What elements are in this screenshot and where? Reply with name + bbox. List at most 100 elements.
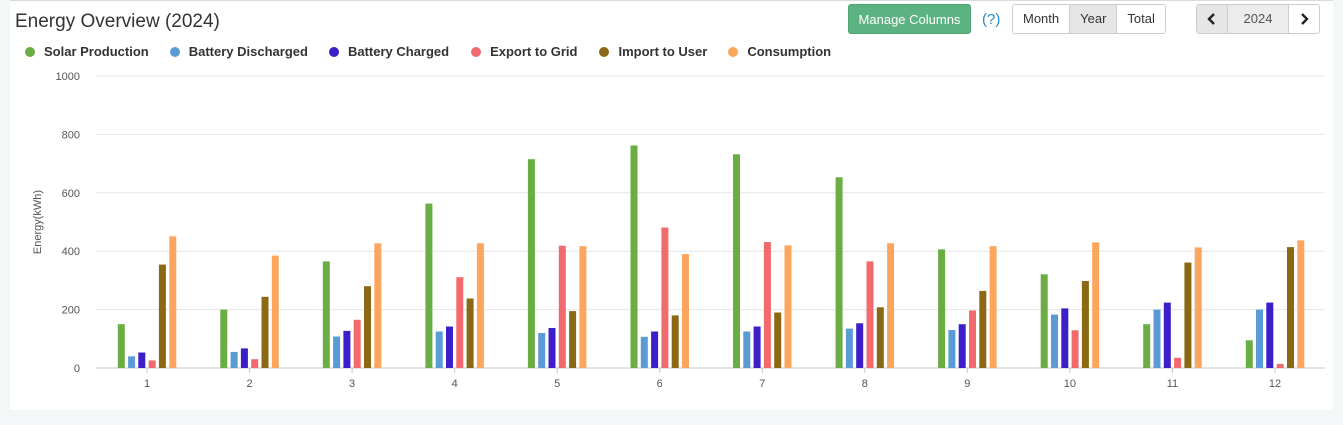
bar-export-to-grid-4[interactable] bbox=[456, 277, 464, 368]
bar-battery-charged-5[interactable] bbox=[548, 328, 556, 368]
bar-consumption-11[interactable] bbox=[1194, 247, 1202, 368]
bar-solar-production-1[interactable] bbox=[117, 324, 125, 368]
x-tick-label: 7 bbox=[759, 378, 765, 390]
legend-item-export-to-grid[interactable]: Export to Grid bbox=[471, 44, 577, 59]
legend-item-solar-production[interactable]: Solar Production bbox=[25, 44, 149, 59]
bar-import-to-user-7[interactable] bbox=[774, 312, 782, 369]
bar-solar-production-3[interactable] bbox=[322, 261, 330, 368]
bar-import-to-user-3[interactable] bbox=[364, 286, 371, 368]
bar-solar-production-2[interactable] bbox=[220, 309, 228, 368]
y-tick-label: 0 bbox=[74, 363, 80, 375]
bar-battery-charged-4[interactable] bbox=[446, 326, 453, 369]
legend-item-battery-discharged[interactable]: Battery Discharged bbox=[169, 44, 308, 59]
bar-battery-discharged-6[interactable] bbox=[640, 336, 648, 368]
bar-battery-charged-1[interactable] bbox=[138, 352, 146, 369]
bar-export-to-grid-10[interactable] bbox=[1071, 330, 1079, 368]
bar-solar-production-5[interactable] bbox=[527, 159, 535, 368]
bar-solar-production-9[interactable] bbox=[938, 249, 946, 368]
bar-consumption-9[interactable] bbox=[989, 246, 997, 368]
legend-label: Import to User bbox=[618, 44, 708, 59]
next-year-button[interactable] bbox=[1289, 5, 1319, 33]
legend-item-battery-charged[interactable]: Battery Charged bbox=[328, 44, 450, 59]
bar-import-to-user-6[interactable] bbox=[671, 315, 679, 368]
bar-solar-production-12[interactable] bbox=[1245, 340, 1253, 368]
legend-label: Battery Discharged bbox=[188, 44, 308, 59]
bar-consumption-6[interactable] bbox=[682, 254, 689, 368]
x-tick-label: 3 bbox=[349, 378, 355, 390]
bar-solar-production-8[interactable] bbox=[835, 177, 843, 368]
bar-battery-charged-8[interactable] bbox=[856, 323, 864, 368]
bar-export-to-grid-6[interactable] bbox=[661, 227, 669, 369]
bar-export-to-grid-12[interactable] bbox=[1276, 363, 1284, 368]
bar-solar-production-7[interactable] bbox=[733, 154, 740, 368]
year-value: 2024 bbox=[1227, 5, 1289, 33]
bar-battery-discharged-11[interactable] bbox=[1153, 309, 1161, 368]
bar-consumption-12[interactable] bbox=[1297, 240, 1305, 368]
bar-export-to-grid-1[interactable] bbox=[148, 360, 156, 368]
bar-solar-production-4[interactable] bbox=[425, 203, 433, 368]
bar-battery-discharged-1[interactable] bbox=[128, 356, 136, 368]
prev-year-button[interactable] bbox=[1197, 5, 1227, 33]
bar-battery-charged-10[interactable] bbox=[1061, 308, 1069, 368]
bar-consumption-4[interactable] bbox=[476, 243, 484, 368]
bar-consumption-3[interactable] bbox=[374, 243, 382, 368]
bar-consumption-1[interactable] bbox=[169, 236, 177, 368]
legend-swatch bbox=[169, 46, 180, 57]
bar-battery-discharged-4[interactable] bbox=[435, 331, 443, 369]
bar-export-to-grid-5[interactable] bbox=[558, 245, 566, 368]
bar-battery-discharged-8[interactable] bbox=[845, 328, 853, 368]
bar-import-to-user-1[interactable] bbox=[158, 264, 166, 368]
bar-battery-charged-6[interactable] bbox=[651, 331, 659, 369]
bar-export-to-grid-3[interactable] bbox=[353, 319, 361, 368]
bar-battery-discharged-7[interactable] bbox=[743, 331, 751, 369]
bar-consumption-7[interactable] bbox=[784, 245, 792, 368]
bar-export-to-grid-11[interactable] bbox=[1174, 357, 1182, 368]
bar-export-to-grid-2[interactable] bbox=[251, 359, 259, 368]
bar-solar-production-11[interactable] bbox=[1143, 324, 1151, 368]
bar-battery-charged-11[interactable] bbox=[1163, 302, 1171, 368]
bar-export-to-grid-7[interactable] bbox=[763, 242, 771, 368]
bar-battery-charged-7[interactable] bbox=[753, 326, 761, 369]
y-tick-label: 1000 bbox=[56, 71, 80, 83]
bar-battery-discharged-10[interactable] bbox=[1051, 314, 1058, 368]
bar-import-to-user-5[interactable] bbox=[569, 311, 577, 368]
bar-solar-production-6[interactable] bbox=[630, 145, 638, 369]
tab-month[interactable]: Month bbox=[1013, 5, 1071, 33]
bar-import-to-user-4[interactable] bbox=[466, 298, 474, 369]
bar-consumption-2[interactable] bbox=[271, 255, 279, 368]
legend-label: Battery Charged bbox=[347, 44, 450, 59]
bar-consumption-8[interactable] bbox=[887, 243, 895, 368]
bar-import-to-user-10[interactable] bbox=[1081, 281, 1089, 368]
help-link[interactable]: (?) bbox=[982, 11, 1001, 28]
bar-import-to-user-9[interactable] bbox=[979, 290, 987, 368]
bar-battery-discharged-3[interactable] bbox=[333, 336, 341, 369]
bar-export-to-grid-9[interactable] bbox=[969, 310, 976, 369]
bar-battery-discharged-5[interactable] bbox=[538, 333, 546, 368]
x-tick-label: 2 bbox=[246, 378, 252, 390]
bar-battery-charged-9[interactable] bbox=[958, 324, 966, 368]
bar-export-to-grid-8[interactable] bbox=[866, 261, 874, 368]
legend-item-import-to-user[interactable]: Import to User bbox=[599, 44, 707, 59]
bar-battery-charged-12[interactable] bbox=[1266, 302, 1274, 368]
bar-import-to-user-11[interactable] bbox=[1184, 262, 1192, 368]
x-tick-label: 11 bbox=[1167, 378, 1178, 390]
bar-battery-discharged-2[interactable] bbox=[230, 351, 238, 368]
x-tick-label: 6 bbox=[657, 378, 663, 390]
bar-consumption-10[interactable] bbox=[1092, 242, 1100, 368]
bar-battery-charged-3[interactable] bbox=[343, 330, 351, 368]
bar-solar-production-10[interactable] bbox=[1040, 274, 1048, 368]
bar-battery-charged-2[interactable] bbox=[240, 348, 248, 368]
tab-total[interactable]: Total bbox=[1117, 5, 1165, 33]
bar-import-to-user-12[interactable] bbox=[1287, 247, 1294, 368]
bar-consumption-5[interactable] bbox=[579, 246, 587, 368]
year-navigator: 2024 bbox=[1196, 4, 1320, 34]
legend-item-consumption[interactable]: Consumption bbox=[728, 44, 831, 59]
manage-columns-button[interactable]: Manage Columns bbox=[848, 4, 971, 34]
bar-battery-discharged-9[interactable] bbox=[948, 330, 956, 368]
bar-battery-discharged-12[interactable] bbox=[1256, 309, 1263, 368]
bar-import-to-user-2[interactable] bbox=[261, 296, 269, 368]
bar-import-to-user-8[interactable] bbox=[876, 307, 884, 368]
tab-year[interactable]: Year bbox=[1070, 5, 1118, 33]
y-axis-label: Energy(kWh) bbox=[32, 190, 44, 254]
